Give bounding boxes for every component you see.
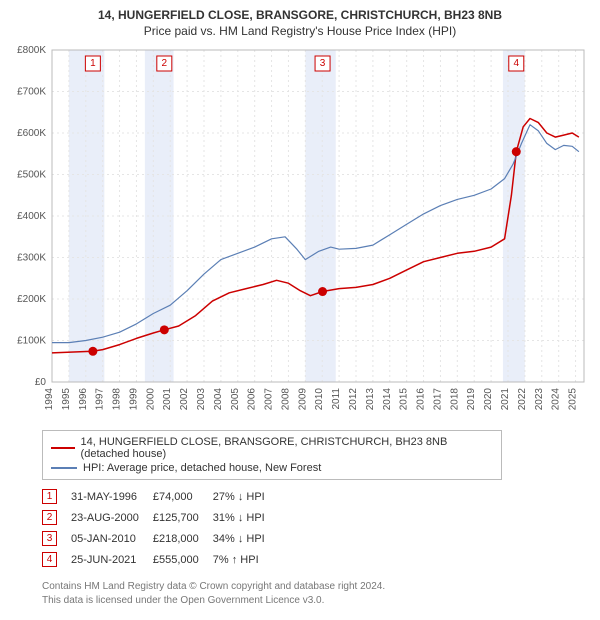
footer-line2: This data is licensed under the Open Gov…	[42, 594, 592, 608]
sale-date: 31-MAY-1996	[71, 486, 153, 507]
table-row: 2 23-AUG-2000£125,70031% ↓ HPI	[42, 507, 279, 528]
svg-text:2025: 2025	[568, 388, 579, 411]
svg-text:2024: 2024	[551, 388, 562, 411]
sale-date: 05-JAN-2010	[71, 528, 153, 549]
svg-text:£500K: £500K	[17, 170, 46, 181]
legend-label: 14, HUNGERFIELD CLOSE, BRANSGORE, CHRIST…	[81, 436, 493, 460]
table-row: 4 25-JUN-2021£555,0007% ↑ HPI	[42, 549, 279, 570]
sales-table: 1 31-MAY-1996£74,00027% ↓ HPI 2 23-AUG-2000…	[42, 486, 279, 570]
svg-text:3: 3	[320, 58, 326, 69]
sale-price: £125,700	[153, 507, 213, 528]
svg-text:£400K: £400K	[17, 211, 46, 222]
svg-text:1: 1	[90, 58, 96, 69]
sale-price: £74,000	[153, 486, 213, 507]
footer-line1: Contains HM Land Registry data © Crown c…	[42, 580, 592, 594]
sale-pct: 7% ↑ HPI	[213, 549, 279, 570]
sale-marker-cell: 3	[42, 528, 71, 549]
svg-text:2023: 2023	[534, 388, 545, 411]
svg-text:2012: 2012	[348, 388, 359, 411]
legend-label: HPI: Average price, detached house, New …	[83, 462, 321, 474]
sale-marker-icon: 2	[42, 510, 57, 525]
svg-text:1996: 1996	[78, 388, 89, 411]
svg-text:2007: 2007	[264, 388, 275, 411]
svg-text:£800K: £800K	[17, 45, 46, 56]
svg-text:2020: 2020	[483, 388, 494, 411]
svg-text:2006: 2006	[247, 388, 258, 411]
legend-swatch-price	[51, 447, 75, 449]
legend-item: 14, HUNGERFIELD CLOSE, BRANSGORE, CHRIST…	[51, 435, 493, 461]
sale-pct: 27% ↓ HPI	[213, 486, 279, 507]
svg-text:2005: 2005	[230, 388, 241, 411]
svg-text:2000: 2000	[145, 388, 156, 411]
svg-text:2011: 2011	[331, 388, 342, 410]
svg-text:£600K: £600K	[17, 128, 46, 139]
svg-text:2015: 2015	[399, 388, 410, 411]
legend-box: 14, HUNGERFIELD CLOSE, BRANSGORE, CHRIST…	[42, 430, 502, 480]
svg-text:£0: £0	[35, 377, 47, 388]
svg-text:2008: 2008	[280, 388, 291, 411]
chart-container: £0 £100K £200K £300K £400K £500K £600K £700K £80…	[8, 42, 592, 422]
svg-text:£200K: £200K	[17, 294, 46, 305]
title-line2: Price paid vs. HM Land Registry's House …	[8, 24, 592, 38]
sale-marker-cell: 4	[42, 549, 71, 570]
sale-price: £218,000	[153, 528, 213, 549]
svg-text:1994: 1994	[44, 388, 55, 411]
svg-text:2002: 2002	[179, 388, 190, 411]
svg-text:2014: 2014	[382, 388, 393, 411]
svg-text:2009: 2009	[297, 388, 308, 411]
title-line1: 14, HUNGERFIELD CLOSE, BRANSGORE, CHRIST…	[8, 8, 592, 22]
sale-marker-cell: 1	[42, 486, 71, 507]
svg-text:£100K: £100K	[17, 336, 46, 347]
legend-swatch-hpi	[51, 467, 77, 469]
table-row: 1 31-MAY-1996£74,00027% ↓ HPI	[42, 486, 279, 507]
svg-text:2001: 2001	[162, 388, 173, 411]
svg-text:2022: 2022	[517, 388, 528, 411]
chart-titles: 14, HUNGERFIELD CLOSE, BRANSGORE, CHRIST…	[8, 8, 592, 38]
table-row: 3 05-JAN-2010£218,00034% ↓ HPI	[42, 528, 279, 549]
legend-item: HPI: Average price, detached house, New …	[51, 461, 493, 475]
footer-attribution: Contains HM Land Registry data © Crown c…	[42, 580, 592, 607]
svg-text:1999: 1999	[128, 388, 139, 411]
price-hpi-chart: £0 £100K £200K £300K £400K £500K £600K £700K £80…	[8, 42, 592, 422]
sale-marker-icon: 3	[42, 531, 57, 546]
sale-marker-cell: 2	[42, 507, 71, 528]
svg-text:2010: 2010	[314, 388, 325, 411]
sale-price: £555,000	[153, 549, 213, 570]
svg-text:2003: 2003	[196, 388, 207, 411]
svg-text:4: 4	[513, 58, 519, 69]
sale-pct: 31% ↓ HPI	[213, 507, 279, 528]
svg-text:£300K: £300K	[17, 253, 46, 264]
svg-text:2018: 2018	[449, 388, 460, 411]
sale-marker-icon: 1	[42, 489, 57, 504]
svg-text:1995: 1995	[61, 388, 72, 411]
svg-text:1998: 1998	[112, 388, 123, 411]
svg-text:2: 2	[162, 58, 168, 69]
svg-text:1997: 1997	[95, 388, 106, 411]
sale-pct: 34% ↓ HPI	[213, 528, 279, 549]
svg-text:2016: 2016	[416, 388, 427, 411]
sale-date: 25-JUN-2021	[71, 549, 153, 570]
sale-marker-icon: 4	[42, 552, 57, 567]
svg-text:2013: 2013	[365, 388, 376, 411]
svg-text:2017: 2017	[432, 388, 443, 411]
svg-text:2021: 2021	[500, 388, 511, 411]
svg-text:2004: 2004	[213, 388, 224, 411]
svg-text:£700K: £700K	[17, 87, 46, 98]
sale-date: 23-AUG-2000	[71, 507, 153, 528]
svg-text:2019: 2019	[466, 388, 477, 411]
